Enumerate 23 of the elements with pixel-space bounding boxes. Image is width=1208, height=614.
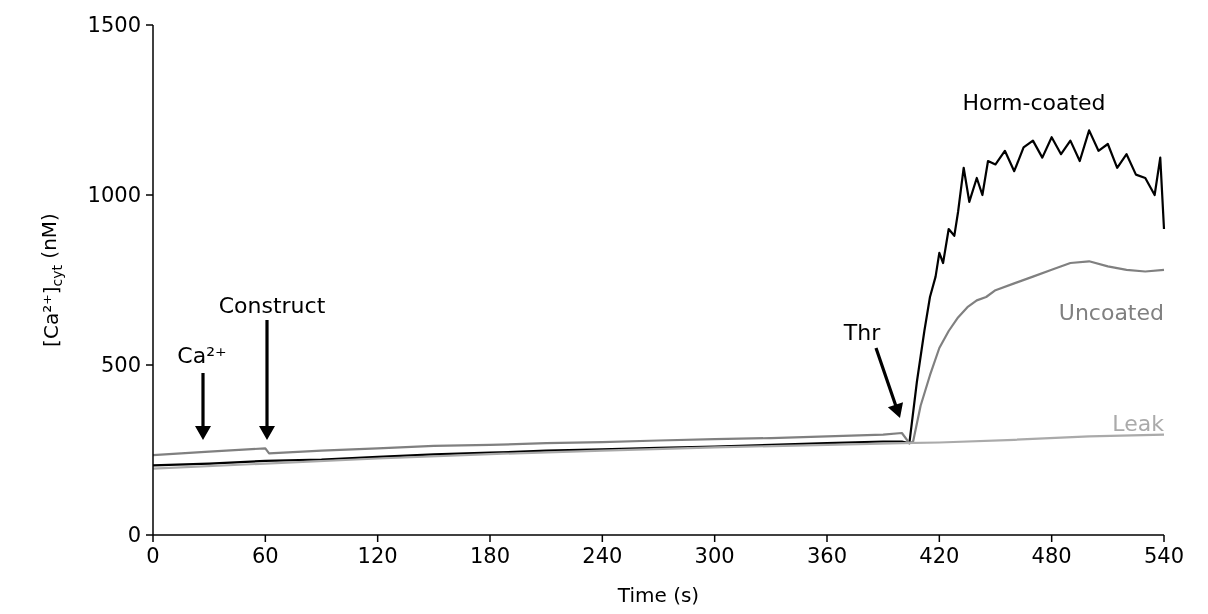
line-series <box>151 260 1166 457</box>
x-tick-label: 240 <box>582 544 623 568</box>
annotation: Thr <box>842 320 882 345</box>
line-series <box>151 433 1166 470</box>
x-tick-label: 360 <box>806 544 848 568</box>
x-tick-label: 300 <box>694 544 735 568</box>
x-tick-label: 540 <box>1143 544 1185 568</box>
series-label: Leak <box>1112 410 1165 436</box>
annotation: Ca²⁺ <box>177 343 227 368</box>
y-tick-label: 1000 <box>87 183 141 207</box>
x-tick-label: 0 <box>146 544 160 568</box>
series-label: Uncoated <box>1058 299 1164 325</box>
x-tick-label: 60 <box>251 544 279 568</box>
x-axis-title: Time (s) <box>616 583 700 607</box>
series-label: Horm-coated <box>962 90 1106 116</box>
y-tick-label: 1500 <box>87 13 141 37</box>
x-tick-label: 180 <box>469 544 511 568</box>
x-tick-label: 480 <box>1031 544 1072 568</box>
y-tick-label: 0 <box>127 523 141 547</box>
y-tick-label: 500 <box>100 353 141 377</box>
annotation: Construct <box>218 293 326 318</box>
x-tick-label: 120 <box>357 544 398 568</box>
x-tick-label: 420 <box>919 544 960 568</box>
